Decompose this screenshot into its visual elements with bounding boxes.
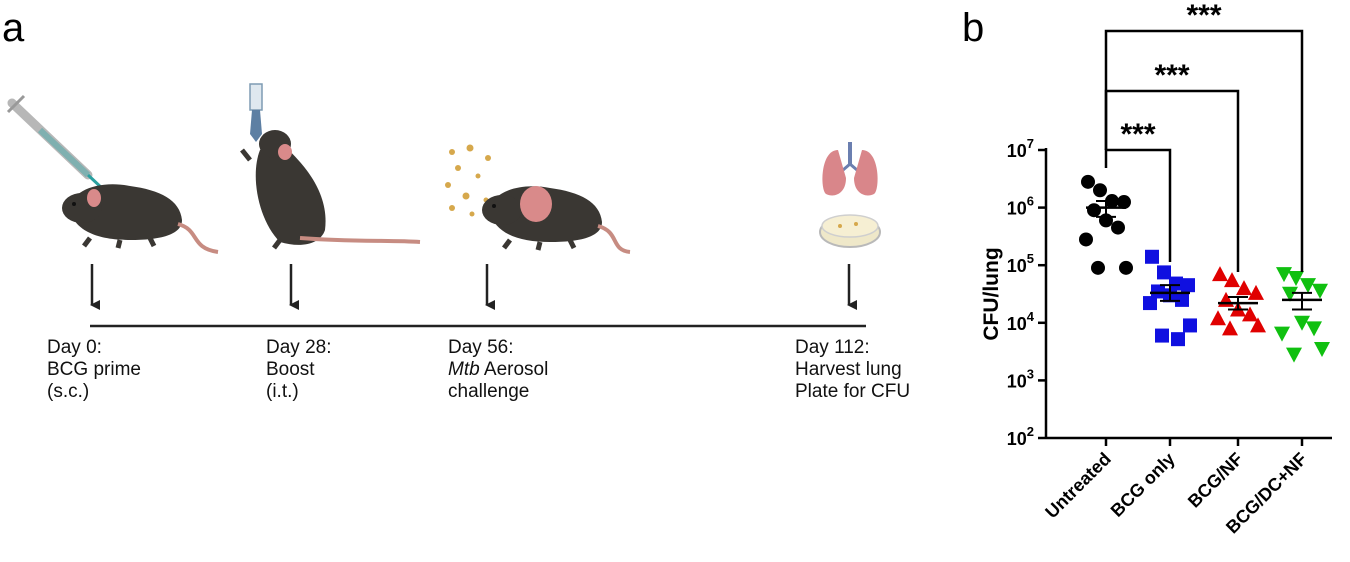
significance-bracket: ***	[1104, 118, 1172, 262]
data-point	[1093, 183, 1107, 198]
data-point	[1222, 320, 1238, 336]
data-point	[1155, 328, 1169, 343]
data-point	[1119, 260, 1133, 275]
data-point	[1294, 315, 1310, 331]
data-point	[1218, 291, 1234, 307]
data-point	[1276, 267, 1292, 283]
significance-label: ***	[1120, 118, 1155, 151]
data-point	[1079, 232, 1093, 247]
syringe-icon	[6, 94, 106, 192]
y-tick-label: 107	[1007, 136, 1034, 161]
mtb-italic: Mtb	[448, 359, 480, 380]
x-tick-label: BCG only	[1107, 449, 1179, 521]
step-action: Mtb Aerosol	[448, 359, 548, 381]
data-point	[1169, 276, 1183, 291]
y-tick-label: 102	[1007, 424, 1034, 449]
data-point	[1145, 249, 1159, 264]
significance-label: ***	[1186, 0, 1221, 32]
step-detail: Plate for CFU	[795, 381, 911, 402]
step-day: Day 28:	[266, 337, 332, 358]
significance-bracket: ***	[1104, 0, 1304, 272]
timeline-step-day112: Day 112: Harvest lung Plate for CFU	[795, 337, 910, 403]
data-point	[1248, 284, 1264, 300]
significance-label: ***	[1154, 59, 1189, 92]
series-group	[1079, 174, 1133, 275]
significance-bracket: ***	[1104, 59, 1240, 272]
y-tick-label: 104	[1007, 309, 1035, 334]
timeline-step-day28: Day 28: Boost (i.t.)	[266, 337, 331, 403]
step-detail: challenge	[448, 381, 530, 402]
y-tick-label: 103	[1007, 366, 1034, 391]
x-tick-label: Untreated	[1041, 449, 1115, 523]
y-axis-label: CFU/lung	[980, 247, 1003, 340]
data-point	[1250, 317, 1266, 333]
aerosol-particles-icon	[445, 144, 491, 217]
data-point	[1157, 265, 1171, 280]
lungs-icon	[822, 142, 878, 196]
data-point	[1274, 326, 1290, 342]
data-point	[1314, 342, 1330, 358]
y-tick-label: 106	[1007, 194, 1034, 219]
data-point	[1210, 310, 1226, 326]
data-point	[1087, 203, 1101, 218]
mouse-upright-icon	[240, 130, 421, 250]
data-point	[1183, 318, 1197, 333]
pipette-icon	[249, 83, 263, 142]
data-point	[1312, 283, 1328, 299]
step-action: Boost	[266, 359, 315, 380]
step-action: BCG prime	[47, 359, 141, 380]
panel-letter-a: a	[2, 6, 25, 50]
data-point	[1236, 280, 1252, 296]
data-point	[1242, 306, 1258, 322]
series-group	[1210, 266, 1266, 336]
data-point	[1286, 347, 1302, 363]
step-day: Day 0:	[47, 337, 102, 358]
data-point	[1181, 278, 1195, 293]
bracket-line	[1104, 148, 1172, 262]
step-action: Harvest lung	[795, 359, 902, 380]
timeline-step-day56: Day 56: Mtb Aerosol challenge	[448, 337, 548, 403]
step-detail: (s.c.)	[47, 381, 90, 402]
data-point	[1224, 272, 1240, 288]
data-point	[1300, 278, 1316, 294]
timeline-step-day0: Day 0: BCG prime (s.c.)	[47, 337, 141, 403]
data-point	[1282, 286, 1298, 302]
data-point	[1091, 260, 1105, 275]
data-point	[1081, 174, 1095, 189]
data-point	[1306, 321, 1322, 337]
step-detail: (i.t.)	[266, 381, 299, 402]
data-point	[1175, 292, 1189, 307]
mouse-icon	[62, 184, 219, 254]
data-point	[1117, 195, 1131, 210]
data-point	[1111, 220, 1125, 235]
data-point	[1171, 332, 1185, 347]
step-action-rest: Aerosol	[479, 359, 549, 380]
series-group	[1274, 267, 1330, 363]
data-point	[1212, 266, 1228, 282]
series-group	[1143, 249, 1197, 347]
mouse-challenged-icon	[482, 186, 631, 254]
y-tick-label: 105	[1007, 251, 1034, 276]
data-point	[1151, 284, 1165, 299]
step-day: Day 112:	[795, 337, 870, 358]
bracket-line	[1104, 29, 1304, 272]
step-day: Day 56:	[448, 337, 514, 358]
data-point	[1143, 296, 1157, 311]
experiment-schematic	[6, 83, 881, 328]
x-tick-label: BCG/NF	[1184, 449, 1247, 512]
data-point	[1288, 270, 1304, 286]
petri-dish-icon	[819, 214, 881, 248]
panel-letter-b: b	[962, 6, 985, 50]
